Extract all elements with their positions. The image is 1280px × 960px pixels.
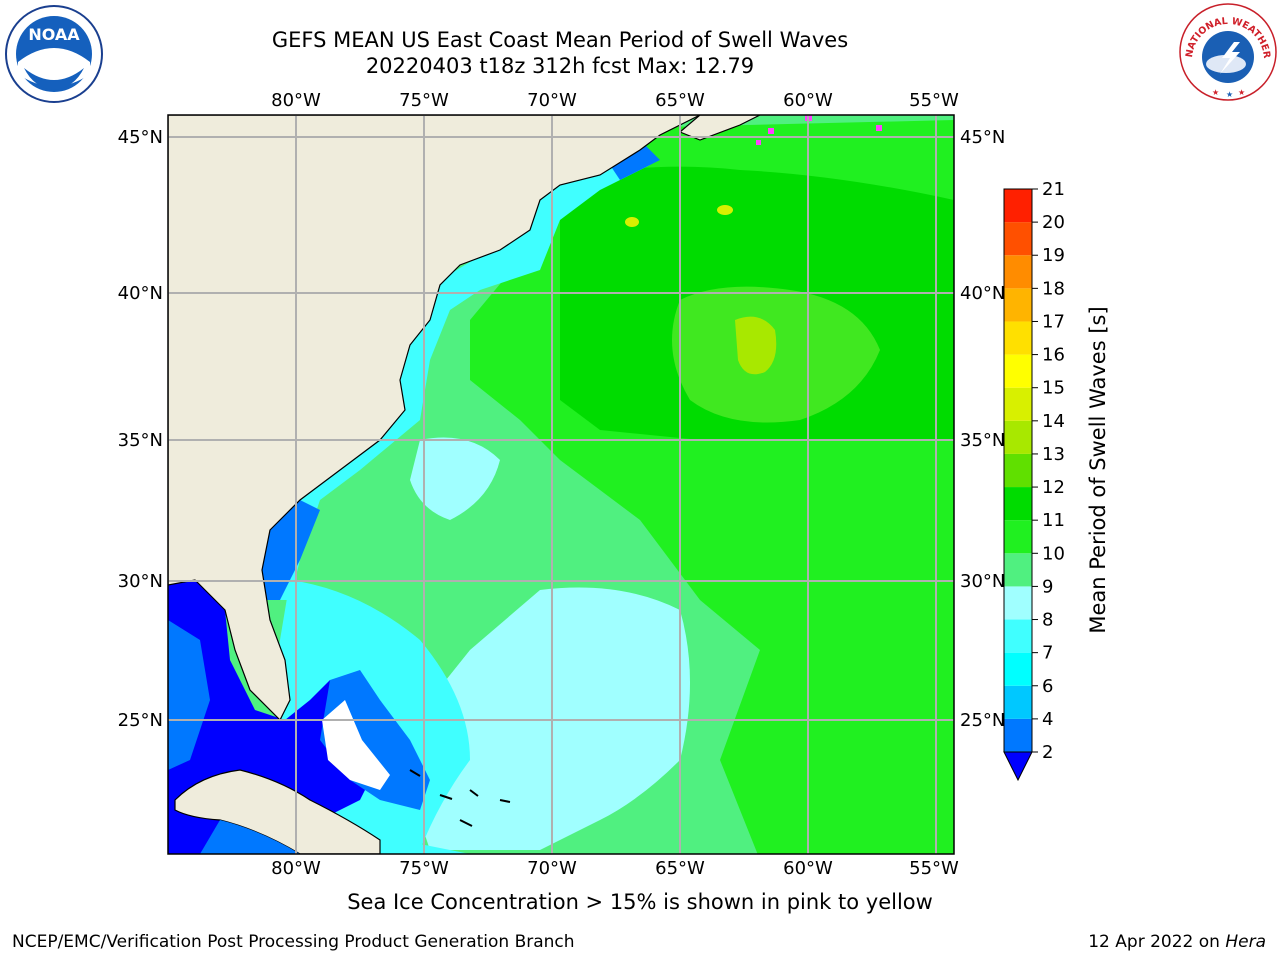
colorbar-segment (1004, 619, 1032, 653)
nws-logo: NATIONAL WEATHER SERVICE ★ ★ ★ (1178, 2, 1277, 101)
colorbar-label: Mean Period of Swell Waves [s] (1086, 306, 1110, 634)
sea-ice-note: Sea Ice Concentration > 15% is shown in … (347, 890, 933, 914)
lat-label-right: 30°N (960, 571, 1005, 592)
lon-label-top: 75°W (399, 90, 449, 111)
lon-label-top: 70°W (527, 90, 577, 111)
colorbar-segment (1004, 255, 1032, 289)
swell-zone-13s (735, 316, 777, 375)
colorbar-segment (1004, 189, 1032, 223)
lon-label-bottom: 70°W (527, 858, 577, 879)
colorbar-segment (1004, 288, 1032, 322)
map-field (168, 115, 954, 854)
colorbar-tick-label: 6 (1042, 676, 1053, 697)
colorbar-tick-label: 14 (1042, 411, 1065, 432)
colorbar-tick-label: 8 (1042, 610, 1053, 631)
colorbar-tick-label: 18 (1042, 278, 1065, 299)
lat-label-left: 25°N (118, 710, 163, 731)
colorbar-segment (1004, 586, 1032, 620)
land-us (168, 115, 701, 722)
chart-title: GEFS MEAN US East Coast Mean Period of S… (160, 27, 960, 79)
colorbar-segment (1004, 387, 1032, 421)
colorbar: 2 4 6 7 8 9 10 11 12 13 14 15 16 17 18 19 20 21 (1003, 179, 1065, 782)
lon-label-top: 60°W (783, 90, 833, 111)
colorbar-tick-label: 11 (1042, 510, 1065, 531)
svg-text:★: ★ (1238, 88, 1245, 97)
colorbar-tick-label: 20 (1042, 212, 1065, 233)
colorbar-segment (1004, 354, 1032, 388)
lon-label-bottom: 80°W (271, 858, 321, 879)
colorbar-segment (1004, 718, 1032, 752)
map-frame (167, 114, 955, 855)
colorbar-tick-label: 10 (1042, 543, 1065, 564)
colorbar-segment (1004, 420, 1032, 454)
swell-zone-cuba-south (200, 820, 300, 854)
noaa-text: NOAA (28, 25, 80, 44)
svg-text:★: ★ (1226, 90, 1233, 99)
colorbar-tick-label: 13 (1042, 444, 1065, 465)
swell-zone-13s-c (625, 217, 639, 227)
colorbar-segment (1004, 222, 1032, 256)
lon-label-bottom: 65°W (655, 858, 705, 879)
swell-zone-9s-mid (410, 437, 500, 520)
colorbar-segment (1004, 453, 1032, 488)
colorbar-tick-label: 15 (1042, 378, 1065, 399)
land-cuba (174, 769, 381, 854)
lat-label-left: 35°N (118, 430, 163, 451)
noaa-logo: NOAA (5, 5, 103, 103)
colorbar-tick-label: 7 (1042, 643, 1053, 664)
colorbar-segment (1004, 685, 1032, 719)
colorbar-segment (1004, 321, 1032, 355)
lat-label-right: 40°N (960, 283, 1005, 304)
footer-date: 12 Apr 2022 on Hera (1088, 932, 1266, 952)
bahamas-bank-white (322, 700, 390, 790)
swell-zone-9s-south (400, 587, 690, 850)
land-nova-scotia (678, 115, 761, 141)
colorbar-tick-label: 19 (1042, 245, 1065, 266)
graticule (168, 115, 954, 854)
colorbar-tick-label: 21 (1042, 179, 1065, 200)
lon-label-top: 65°W (655, 90, 705, 111)
colorbar-segment (1004, 652, 1032, 686)
lat-label-left: 45°N (118, 127, 163, 148)
lat-label-right: 25°N (960, 710, 1005, 731)
swell-zone-gulf-4s (168, 620, 210, 770)
lon-label-bottom: 55°W (909, 858, 959, 879)
lon-label-top: 55°W (909, 90, 959, 111)
colorbar-tick-label: 12 (1042, 477, 1065, 498)
lat-label-right: 35°N (960, 430, 1005, 451)
svg-text:★: ★ (1212, 88, 1219, 97)
title-line-2: 20220403 t18z 312h fcst Max: 12.79 (365, 54, 755, 78)
colorbar-segment (1004, 520, 1032, 554)
colorbar-tick-label: 17 (1042, 311, 1065, 332)
sea-ice-marker (768, 128, 774, 134)
lat-label-left: 30°N (118, 571, 163, 592)
colorbar-tick-label: 9 (1042, 576, 1053, 597)
lon-label-bottom: 75°W (399, 858, 449, 879)
sea-ice-marker (876, 125, 882, 131)
colorbar-tick-label: 4 (1042, 709, 1053, 730)
footer-date-text: 12 Apr 2022 on (1088, 932, 1226, 952)
sea-ice-marker (756, 140, 761, 145)
title-line-1: GEFS MEAN US East Coast Mean Period of S… (271, 28, 849, 52)
colorbar-segment (1004, 487, 1032, 521)
lon-label-top: 80°W (271, 90, 321, 111)
lat-label-left: 40°N (118, 283, 163, 304)
footer-machine: Hera (1225, 932, 1266, 952)
footer-credit: NCEP/EMC/Verification Post Processing Pr… (12, 932, 575, 952)
colorbar-outline (1003, 188, 1033, 753)
lat-label-right: 45°N (960, 127, 1005, 148)
colorbar-segment (1004, 553, 1032, 587)
bahamas-islands (409, 769, 511, 827)
colorbar-extend-min (1003, 751, 1033, 782)
lon-label-bottom: 60°W (783, 858, 833, 879)
colorbar-tick-label: 16 (1042, 345, 1065, 366)
colorbar-tick-label: 2 (1042, 742, 1053, 763)
swell-zone-13s-b (717, 205, 733, 215)
swell-zone-12s (672, 286, 880, 423)
